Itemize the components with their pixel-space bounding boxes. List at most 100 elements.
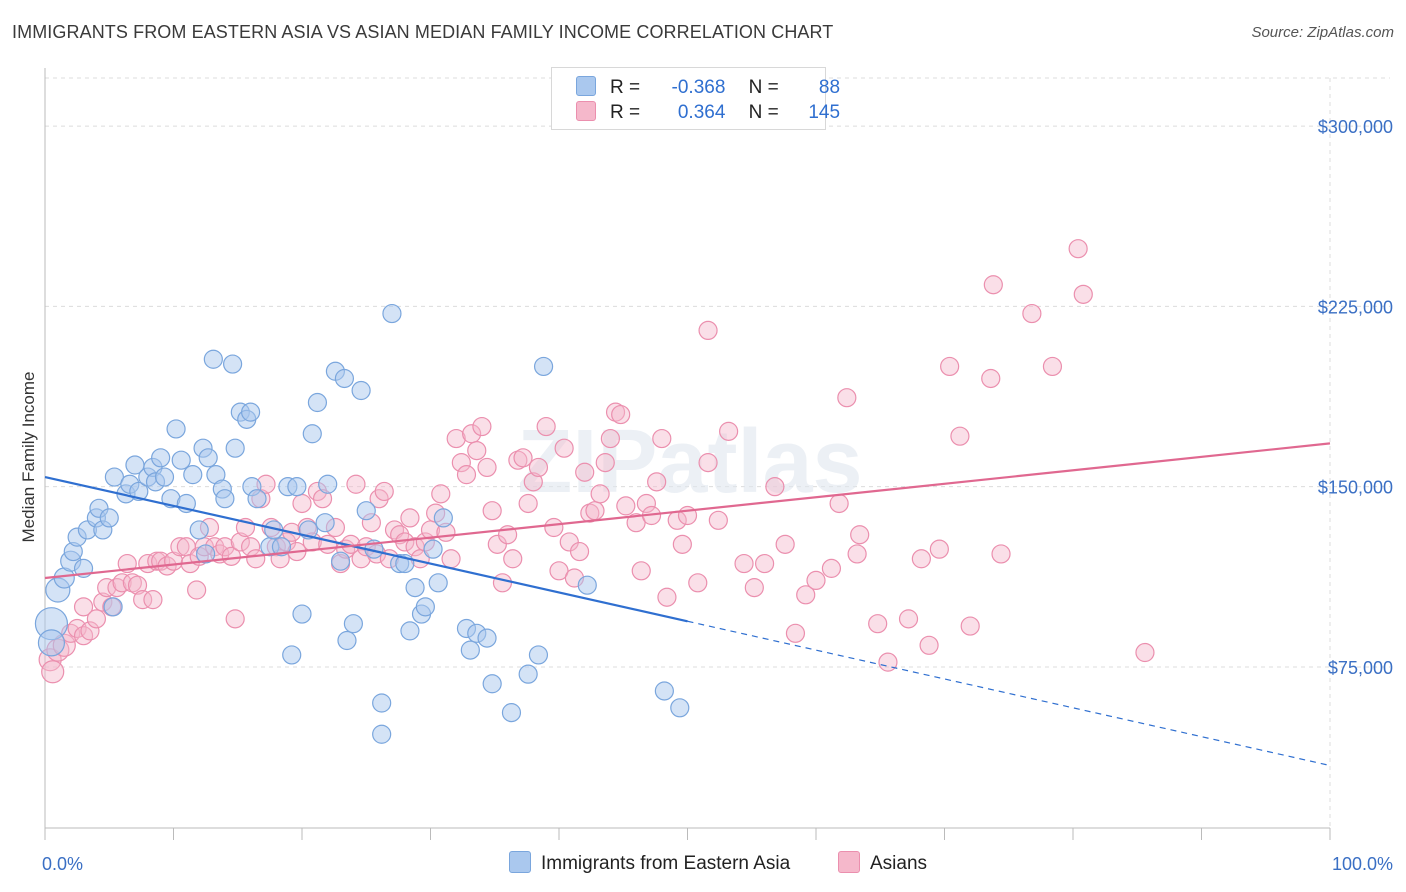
asians-point [796,585,816,605]
trend-layer [44,442,1331,767]
asians-point [230,532,250,552]
eastern-asia-point [460,640,480,660]
legend-r-label: R = [610,102,641,123]
bottom-legend-label: Asians [870,853,928,874]
asians-point [960,616,980,636]
y-axis-label: Median Family Income [19,371,38,542]
asians-point [1022,303,1042,324]
asians-point [806,570,826,591]
eastern-asia-trend-extension [687,620,1331,767]
eastern-asia-point [482,674,502,694]
asians-point [549,561,569,581]
bottom-legend-swatch-pink [838,851,860,873]
eastern-asia-point [183,465,203,485]
eastern-asia-point [423,539,443,559]
asians-point [580,503,600,523]
asians-point [688,573,708,593]
asians-point [765,477,785,497]
legend-row-eastern-asia: R = -0.368 N = 88 [576,76,840,100]
asians-point [225,609,245,629]
asians-point [122,573,142,593]
legend-swatch-pink [576,101,596,121]
asians-point [1073,284,1093,304]
eastern-asia-point [405,578,425,598]
asians-point [346,474,366,494]
eastern-asia-point [382,303,402,324]
bottom-legend-swatch-blue [509,851,531,873]
eastern-asia-point [330,551,351,571]
asians-point [451,453,471,473]
eastern-asia-point [372,724,392,744]
x-tick-label-start: 0.0% [42,854,83,874]
eastern-asia-point [103,597,123,617]
asians-point [456,465,477,485]
asians-point [431,484,451,504]
eastern-asia-point [225,438,245,458]
asians-point [1135,642,1155,663]
eastern-asia-point [154,467,175,487]
legend-n-label: N = [748,77,779,98]
asians-point [374,481,394,502]
asians-point [170,537,190,557]
eastern-asia-point [343,614,363,634]
asians-point [991,544,1011,564]
eastern-asia-point [654,681,674,701]
legend-r-value: -0.368 [671,77,726,98]
asians-point [1042,356,1063,377]
asians-point [292,493,312,514]
asians-point [554,438,574,458]
asians-point [446,428,466,449]
asians-point [187,580,207,600]
asians-point [575,462,595,482]
asians-point [351,549,371,569]
asians-point [898,609,919,629]
legend-n-label: N = [748,102,779,123]
axis-layer: $75,000 $150,000 $225,000 $300,000 [44,68,1393,840]
asians-point [133,590,153,610]
asians-point [400,508,420,528]
asians-point [528,457,549,478]
asians-point [698,453,718,473]
eastern-asia-trend-line [44,475,688,623]
asians-point [246,549,266,569]
asians-point [523,472,543,492]
asians-point [911,549,931,569]
eastern-asia-point [198,448,218,468]
eastern-asia-point [372,693,392,713]
legend-n-value: 145 [808,102,841,123]
asians-point [215,537,235,557]
correlation-legend: R = -0.368 N = 88 R = 0.364 N = 145 [551,67,840,130]
asians-point [821,558,842,578]
asians-point [482,501,502,521]
asians-point [544,517,564,538]
asians-point [513,448,533,468]
bottom-legend-asians: Asians [838,851,927,875]
asians-point [97,578,117,598]
asians-point [611,404,631,425]
asians-point [647,472,667,492]
asians-point [847,544,867,564]
asians-point [467,440,487,461]
eastern-asia-point [196,544,216,564]
asians-point [631,561,651,581]
asians-point [221,546,241,566]
legend-row-asians: R = 0.364 N = 145 [576,101,840,125]
asians-point [569,541,590,562]
legend-n-value: 88 [818,77,841,98]
eastern-asia-point [415,597,435,617]
eastern-asia-point [400,621,420,641]
asians-point [616,496,636,516]
asians-point [868,614,888,634]
bottom-legend-eastern-asia: Immigrants from Eastern Asia [509,851,790,875]
asians-point [73,597,94,617]
chart-title: IMMIGRANTS FROM EASTERN ASIA VS ASIAN ME… [12,22,834,42]
asians-point [983,275,1003,295]
asians-point [626,513,646,533]
y-tick-label: $75,000 [1328,658,1393,678]
asians-point [487,534,507,554]
asians-point [595,453,615,473]
asians-point [698,320,718,341]
eastern-asia-point [223,354,243,374]
asians-point [600,428,621,449]
asians-point [441,549,461,569]
